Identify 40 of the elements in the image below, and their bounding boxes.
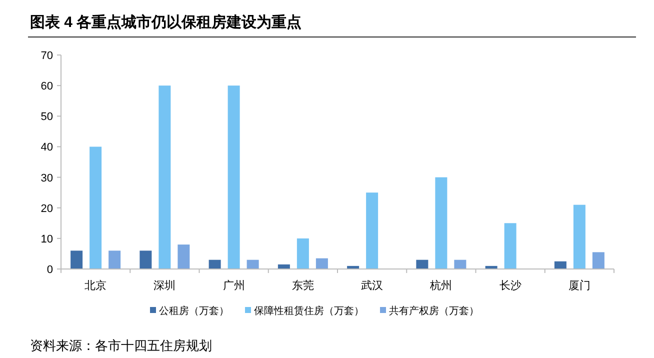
x-tick-label: 长沙 — [499, 279, 522, 292]
bar — [296, 238, 309, 269]
y-tick-label: 50 — [40, 111, 53, 124]
bar — [70, 250, 83, 269]
y-tick-label: 60 — [40, 80, 53, 93]
bar — [504, 223, 516, 269]
bar — [366, 192, 378, 269]
y-tick-label: 30 — [40, 172, 53, 184]
x-tick-label: 深圳 — [154, 279, 176, 292]
legend-label: 共有产权房（万套） — [389, 305, 479, 317]
bar — [108, 250, 121, 269]
bar — [554, 261, 566, 269]
x-tick-label: 武汉 — [361, 279, 384, 292]
bar — [416, 260, 428, 269]
x-tick-label: 广州 — [222, 279, 245, 292]
y-tick-label: 40 — [40, 142, 53, 154]
x-tick-label: 北京 — [84, 279, 107, 292]
bar — [228, 86, 240, 269]
bar — [573, 204, 586, 269]
bar — [158, 86, 171, 269]
bar — [454, 260, 466, 269]
y-tick-label: 10 — [40, 233, 53, 246]
legend-label: 公租房（万套） — [159, 305, 229, 317]
bar — [435, 177, 448, 269]
chart-title: 图表 4 各重点城市仍以保租房建设为重点 — [30, 13, 302, 31]
bar — [90, 146, 102, 269]
bar — [140, 250, 152, 269]
y-tick-label: 70 — [40, 50, 53, 62]
x-tick-label: 杭州 — [429, 279, 452, 292]
bar — [592, 252, 604, 269]
x-tick-label: 东莞 — [292, 279, 314, 292]
legend-label: 保障性租赁住房（万套） — [254, 305, 364, 317]
bar — [316, 258, 328, 269]
bar — [208, 260, 221, 269]
y-tick-label: 0 — [46, 264, 53, 276]
bar — [246, 260, 259, 269]
y-tick-label: 20 — [40, 202, 53, 215]
text: 资料来源：各市十四五住房规划 — [30, 338, 212, 353]
x-tick-label: 厦门 — [568, 279, 590, 292]
bar — [178, 244, 190, 269]
